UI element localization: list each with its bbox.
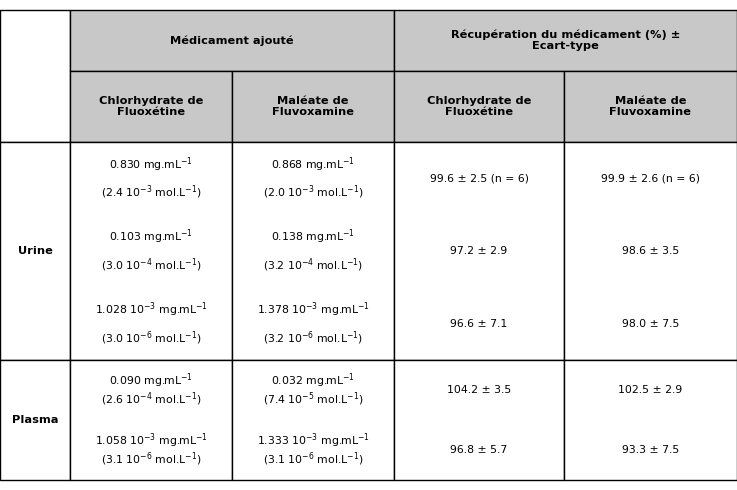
Bar: [564, 142, 737, 360]
Text: Récupération du médicament (%) ±
Ecart-type: Récupération du médicament (%) ± Ecart-t…: [451, 29, 680, 51]
Text: 97.2 ± 2.9: 97.2 ± 2.9: [450, 246, 508, 256]
Text: (3.0 10$^{-4}$ mol.L$^{-1}$): (3.0 10$^{-4}$ mol.L$^{-1}$): [101, 256, 201, 274]
Text: 1.333 10$^{-3}$ mg.mL$^{-1}$: 1.333 10$^{-3}$ mg.mL$^{-1}$: [256, 432, 370, 450]
Text: (2.4 10$^{-3}$ mol.L$^{-1}$): (2.4 10$^{-3}$ mol.L$^{-1}$): [101, 184, 201, 201]
Bar: [70, 142, 232, 360]
Bar: [394, 142, 564, 360]
Bar: [394, 71, 564, 142]
Text: Urine: Urine: [18, 246, 52, 256]
Text: (3.2 10$^{-4}$ mol.L$^{-1}$): (3.2 10$^{-4}$ mol.L$^{-1}$): [263, 256, 363, 274]
Text: 1.058 10$^{-3}$ mg.mL$^{-1}$: 1.058 10$^{-3}$ mg.mL$^{-1}$: [94, 432, 208, 450]
Text: Chlorhydrate de
Fluoxétine: Chlorhydrate de Fluoxétine: [427, 96, 531, 118]
Text: (2.0 10$^{-3}$ mol.L$^{-1}$): (2.0 10$^{-3}$ mol.L$^{-1}$): [263, 184, 363, 201]
Bar: [70, 10, 394, 71]
Text: (3.0 10$^{-6}$ mol.L$^{-1}$): (3.0 10$^{-6}$ mol.L$^{-1}$): [101, 329, 201, 347]
Bar: [70, 360, 232, 480]
Bar: [564, 71, 737, 142]
Text: Plasma: Plasma: [12, 415, 58, 425]
Text: 104.2 ± 3.5: 104.2 ± 3.5: [447, 385, 511, 395]
Bar: [232, 142, 394, 360]
Text: 93.3 ± 7.5: 93.3 ± 7.5: [622, 445, 679, 455]
Text: 96.6 ± 7.1: 96.6 ± 7.1: [450, 319, 508, 329]
Text: (3.2 10$^{-6}$ mol.L$^{-1}$): (3.2 10$^{-6}$ mol.L$^{-1}$): [263, 329, 363, 347]
Bar: [232, 360, 394, 480]
Text: Maléate de
Fluvoxamine: Maléate de Fluvoxamine: [272, 96, 354, 118]
Text: 96.8 ± 5.7: 96.8 ± 5.7: [450, 445, 508, 455]
Text: (2.6 10$^{-4}$ mol.L$^{-1}$): (2.6 10$^{-4}$ mol.L$^{-1}$): [101, 391, 201, 408]
Text: 98.6 ± 3.5: 98.6 ± 3.5: [622, 246, 679, 256]
Text: 0.868 mg.mL$^{-1}$: 0.868 mg.mL$^{-1}$: [271, 155, 355, 173]
Text: (3.1 10$^{-6}$ mol.L$^{-1}$): (3.1 10$^{-6}$ mol.L$^{-1}$): [101, 450, 201, 468]
Text: (3.1 10$^{-6}$ mol.L$^{-1}$): (3.1 10$^{-6}$ mol.L$^{-1}$): [263, 450, 363, 468]
Text: 0.032 mg.mL$^{-1}$: 0.032 mg.mL$^{-1}$: [271, 372, 355, 391]
Bar: [564, 360, 737, 480]
Bar: [232, 71, 394, 142]
Text: Chlorhydrate de
Fluoxétine: Chlorhydrate de Fluoxétine: [99, 96, 203, 118]
Bar: [70, 71, 232, 142]
Text: 99.9 ± 2.6 (n = 6): 99.9 ± 2.6 (n = 6): [601, 173, 700, 183]
Text: 0.090 mg.mL$^{-1}$: 0.090 mg.mL$^{-1}$: [109, 372, 193, 391]
Text: 1.028 10$^{-3}$ mg.mL$^{-1}$: 1.028 10$^{-3}$ mg.mL$^{-1}$: [94, 300, 208, 319]
Text: 99.6 ± 2.5 (n = 6): 99.6 ± 2.5 (n = 6): [430, 173, 528, 183]
Text: 98.0 ± 7.5: 98.0 ± 7.5: [622, 319, 679, 329]
Text: 0.103 mg.mL$^{-1}$: 0.103 mg.mL$^{-1}$: [109, 228, 193, 246]
Bar: [394, 360, 564, 480]
Bar: [0, 142, 70, 360]
Text: 0.830 mg.mL$^{-1}$: 0.830 mg.mL$^{-1}$: [109, 155, 193, 173]
Bar: [0, 10, 70, 142]
Text: 0.138 mg.mL$^{-1}$: 0.138 mg.mL$^{-1}$: [271, 228, 355, 246]
Text: Médicament ajouté: Médicament ajouté: [170, 35, 294, 46]
Bar: [0, 360, 70, 480]
Text: Maléate de
Fluvoxamine: Maléate de Fluvoxamine: [609, 96, 691, 118]
Text: 1.378 10$^{-3}$ mg.mL$^{-1}$: 1.378 10$^{-3}$ mg.mL$^{-1}$: [256, 300, 370, 319]
Text: (7.4 10$^{-5}$ mol.L$^{-1}$): (7.4 10$^{-5}$ mol.L$^{-1}$): [263, 391, 363, 408]
Bar: [394, 10, 737, 71]
Text: 102.5 ± 2.9: 102.5 ± 2.9: [618, 385, 682, 395]
